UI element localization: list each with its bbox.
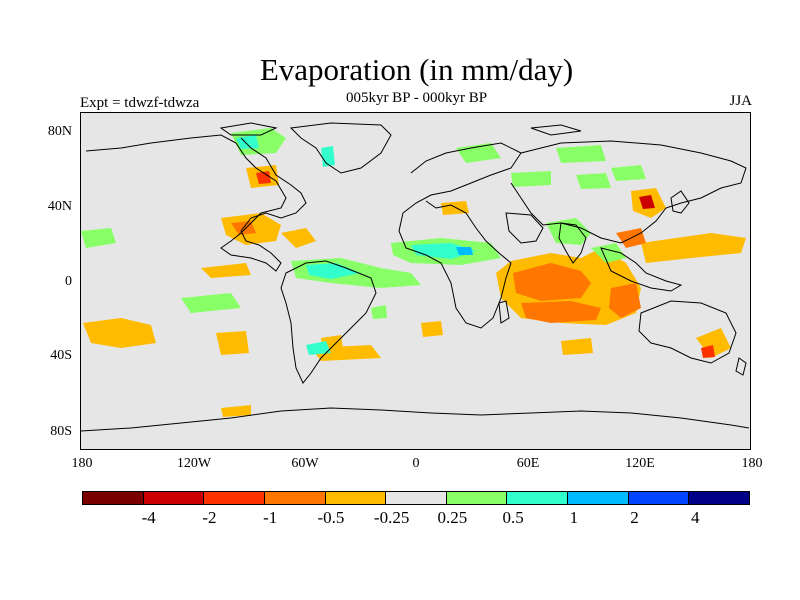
colorbar-swatch <box>143 492 205 504</box>
anomaly-patch <box>456 247 473 255</box>
coastline <box>530 124 582 136</box>
anomaly-patch <box>81 228 116 248</box>
anomaly-patch <box>611 165 646 181</box>
coastline <box>510 140 747 244</box>
x-tick-label: 60E <box>516 456 540 471</box>
coastline-layer <box>81 122 749 432</box>
colorbar-swatch <box>264 492 326 504</box>
anomaly-patch <box>421 321 443 337</box>
coastline <box>638 300 737 364</box>
coastline <box>85 134 307 272</box>
anomaly-patch <box>556 145 606 163</box>
coastline <box>280 260 377 384</box>
anomaly-patch <box>201 263 251 278</box>
anomaly-patch <box>591 243 626 263</box>
map-subtitle: 005kyr BP - 000kyr BP <box>345 90 488 106</box>
y-tick-label: 80S <box>50 424 72 439</box>
colorbar-label: 0.25 <box>437 508 468 527</box>
anomaly-patch <box>216 331 249 355</box>
anomaly-patch <box>576 173 611 189</box>
anomaly-patch <box>83 318 156 348</box>
colorbar-label: -0.25 <box>373 508 410 527</box>
x-tick-label: 180 <box>741 456 763 471</box>
colorbar-swatch <box>628 492 690 504</box>
anomaly-patch <box>546 218 591 245</box>
anomaly-patch <box>306 263 361 279</box>
colorbar-label: 0.5 <box>502 508 524 527</box>
colorbar-label: -1 <box>263 508 278 527</box>
colorbar-label: -2 <box>202 508 217 527</box>
evaporation-map <box>81 122 749 432</box>
coastline <box>398 142 522 329</box>
colorbar-swatch <box>83 492 144 504</box>
coastline <box>558 222 587 264</box>
colorbar-label: 4 <box>691 508 700 527</box>
colorbar-label: 2 <box>630 508 639 527</box>
colorbar-swatch <box>568 492 629 504</box>
colorbar-swatch <box>507 492 569 504</box>
anomaly-patch <box>221 405 251 417</box>
anomaly-patch <box>321 146 335 167</box>
coastline <box>505 212 544 244</box>
x-tick-label: 120W <box>176 456 212 471</box>
coastline <box>219 122 278 136</box>
coastline <box>735 357 747 376</box>
x-tick-label: 120E <box>625 456 655 471</box>
anomaly-patch <box>371 305 387 319</box>
colorbar-swatch <box>689 492 750 504</box>
colorbar-swatch <box>325 492 387 504</box>
x-tick-label: 180 <box>71 456 93 471</box>
colorbar <box>82 491 750 505</box>
colorbar-label: -4 <box>141 508 156 527</box>
colorbar-swatch <box>446 492 508 504</box>
anomaly-patch <box>281 228 316 248</box>
y-tick-label: 40N <box>47 199 72 214</box>
coastline <box>498 300 510 324</box>
experiment-label: Expt = tdwzf-tdwza <box>80 95 200 111</box>
y-tick-label: 0 <box>65 274 72 289</box>
colorbar-swatch <box>204 492 265 504</box>
anomaly-patch <box>561 338 593 355</box>
coastline <box>600 247 683 292</box>
y-tick-label: 40S <box>50 348 72 363</box>
anomaly-patch <box>441 201 469 215</box>
coastline <box>289 122 392 174</box>
anomaly-patch <box>641 233 746 263</box>
anomaly-patch <box>513 263 591 301</box>
map-title: Evaporation (in mm/day) <box>259 52 574 87</box>
colorbar-label: 1 <box>569 508 579 527</box>
anomaly-patch <box>521 301 601 323</box>
anomaly-patch <box>696 328 731 358</box>
anomaly-patch <box>609 283 641 318</box>
x-tick-label: 60W <box>291 456 319 471</box>
season-label: JJA <box>729 93 752 109</box>
y-tick-label: 80N <box>47 124 72 139</box>
anomaly-patch <box>639 195 655 209</box>
anomaly-patch <box>306 341 331 355</box>
colorbar-swatch <box>386 492 447 504</box>
anomaly-patch <box>456 143 501 163</box>
map-panel <box>80 112 751 450</box>
anomaly-patch <box>181 293 241 313</box>
anomaly-patch <box>701 345 715 358</box>
anomaly-patch <box>256 171 271 184</box>
colorbar-label: -0.5 <box>317 508 345 527</box>
x-tick-label: 0 <box>412 456 420 471</box>
coastline <box>670 190 690 214</box>
coastline <box>81 407 749 432</box>
anomaly-patch <box>511 171 551 187</box>
